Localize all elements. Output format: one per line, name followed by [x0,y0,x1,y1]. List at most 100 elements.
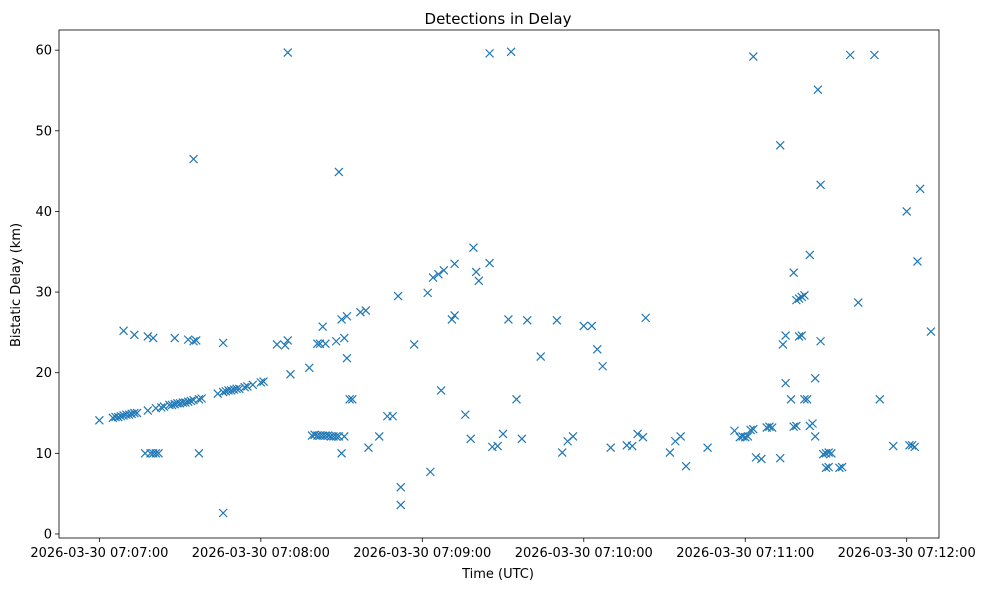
data-point-marker [913,256,922,266]
data-point-marker [598,361,608,371]
data-point-marker [638,432,648,442]
x-tick-label: 2026-03-30 07:09:00 [353,546,491,561]
data-point-marker [218,387,228,397]
data-point-marker [821,463,831,473]
data-point-marker [824,462,834,472]
data-point-marker [213,389,223,399]
data-point-marker [748,52,758,62]
data-point-marker [283,48,293,58]
y-axis-label: Bistatic Delay (km) [9,223,24,347]
data-point-marker [434,269,443,279]
data-point-marker [119,326,129,336]
data-point-marker [450,311,460,320]
data-point-marker [536,352,546,361]
data-point-marker [845,50,855,60]
data-point-marker [194,394,204,404]
data-point-marker [816,336,826,346]
data-point-marker [756,454,766,464]
data-point-marker [218,508,228,518]
data-point-marker [331,336,341,346]
plot-frame [58,29,940,539]
data-point-marker [810,431,820,441]
data-point-marker [423,288,433,298]
data-point-marker [746,425,756,435]
data-point-marker [485,258,495,268]
data-point-marker [124,410,134,420]
data-point-marker [800,394,809,404]
data-point-marker [183,397,193,407]
data-point-marker [393,291,403,301]
data-point-marker [154,448,163,458]
data-point-marker [498,429,508,439]
data-point-marker [875,394,885,404]
data-point-marker [910,442,920,452]
data-point-marker [767,423,777,432]
data-point-marker [186,396,196,406]
data-point-marker [191,336,201,345]
data-point-marker [808,419,817,428]
x-tick-label: 2026-03-30 07:11:00 [676,546,814,561]
data-point-marker [568,431,578,441]
data-point-marker [345,394,355,404]
data-point-marker [493,441,503,451]
data-point-marker [522,315,532,325]
data-point-marker [409,340,419,349]
data-point-marker [436,386,446,395]
data-point-marker [242,381,252,391]
data-point-marker [194,448,204,458]
data-point-marker [778,340,788,349]
data-point-marker [167,400,177,410]
data-point-marker [633,429,643,439]
data-point-marker [743,431,753,441]
data-point-marker [129,330,139,340]
data-point-marker [388,411,398,421]
data-point-marker [170,333,180,343]
x-tick-label: 2026-03-30 07:07:00 [30,546,168,561]
data-point-marker [869,50,879,60]
data-point-marker [641,313,651,323]
plot-area [58,29,940,539]
data-point-marker [730,426,739,436]
data-point-marker [143,406,153,416]
x-tick-label: 2026-03-30 07:12:00 [838,546,976,561]
data-point-marker [272,340,282,349]
data-point-marker [789,422,799,432]
data-point-marker [318,322,328,332]
data-point-marker [512,394,521,404]
x-axis: 2026-03-30 07:07:00 2026-03-30 07:08:00 20… [30,538,976,561]
data-point-marker [189,154,198,164]
data-point-marker [320,339,330,349]
y-tick-label: 0 [44,527,52,542]
data-point-marker [460,410,470,420]
x-axis-label: Time (UTC) [461,567,534,582]
data-point-marker [156,402,166,412]
data-point-marker [450,259,460,269]
x-tick-label: 2026-03-30 07:08:00 [192,546,330,561]
data-point-marker [517,434,527,444]
data-point-marker [835,463,844,473]
data-point-marker [197,394,207,403]
data-point-marker [94,415,104,425]
y-axis: 0 10 20 30 40 50 60 [35,44,59,542]
data-point-marker [681,461,691,471]
data-point-marker [818,449,828,459]
data-point-marker [113,412,123,422]
data-point-marker [853,298,863,307]
data-point-marker [781,378,791,388]
data-point-marker [552,315,562,325]
x-tick-label: 2026-03-30 07:10:00 [515,546,653,561]
data-point-marker [181,398,190,407]
data-point-marker [148,333,158,343]
data-point-marker [789,268,799,278]
data-point-marker [471,267,481,277]
y-tick-label: 50 [35,124,52,139]
data-point-marker [331,431,341,441]
data-point-marker [474,276,484,286]
data-point-marker [627,441,637,451]
data-point-marker [189,336,198,346]
data-point-marker [794,331,804,341]
data-point-marker [447,315,457,324]
data-point-marker [364,443,373,453]
data-point-marker [132,408,142,418]
